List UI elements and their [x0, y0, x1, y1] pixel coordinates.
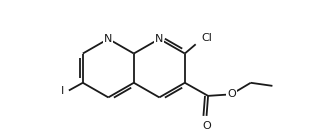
Text: Cl: Cl — [201, 33, 212, 43]
Text: O: O — [227, 89, 236, 99]
Text: I: I — [61, 86, 64, 96]
Text: N: N — [155, 34, 163, 44]
Text: O: O — [202, 121, 211, 131]
Text: N: N — [104, 34, 113, 44]
